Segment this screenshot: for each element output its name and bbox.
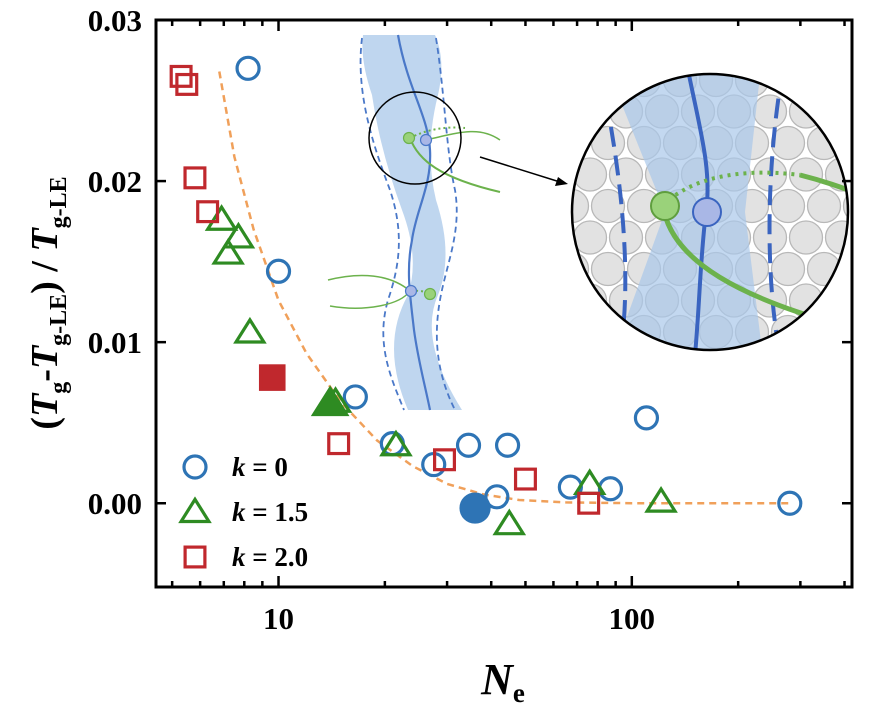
- legend-label: k = 1.5: [232, 497, 308, 527]
- magnified-blue-bead: [692, 197, 722, 227]
- legend: k = 0 k = 1.5 k = 2.0: [178, 452, 308, 572]
- marker-triangle-8: [644, 485, 678, 513]
- green-bead-lower: [423, 287, 437, 301]
- bead: [842, 188, 848, 224]
- legend-marker-triangle: [178, 496, 212, 524]
- side-chain-lower-dotted: [410, 289, 431, 295]
- tube-boundary-right: [435, 37, 458, 411]
- blue-bead-lower: [404, 284, 418, 298]
- green-bead-upper: [402, 131, 416, 145]
- marker-circle-2: [342, 384, 368, 410]
- y-tick-label: 0.00: [88, 486, 142, 521]
- legend-label: k = 2.0: [232, 542, 308, 572]
- bead: [752, 94, 788, 129]
- magnified-border: [570, 72, 850, 352]
- fit-curve: [218, 71, 790, 505]
- magnified-side-chain-2: [799, 172, 848, 198]
- zoom-arrow-head: [555, 177, 568, 186]
- bead: [862, 158, 891, 191]
- magnified-side-chain-dotted: [661, 170, 801, 207]
- bead: [788, 220, 824, 255]
- bead: [862, 221, 891, 254]
- marker-square-1: [175, 72, 199, 96]
- marker-square-2: [183, 166, 207, 190]
- marker-circle-1: [265, 258, 292, 284]
- magnified-green-bead: [650, 191, 680, 221]
- marker-triangle-5: [379, 429, 413, 457]
- bead: [590, 188, 626, 224]
- bead: [862, 284, 891, 317]
- marker-square-3: [196, 200, 220, 224]
- y-tick-label: 0.01: [88, 325, 142, 360]
- y-axis-title: (Tg-Tg-LE) / Tg-LE: [24, 176, 72, 429]
- primitive-chain-path: [396, 34, 432, 411]
- marker-square-7: [577, 491, 601, 515]
- marker-circle-5: [455, 432, 482, 458]
- zoom-circle: [368, 91, 462, 185]
- y-axis: 0.00 0.01 0.02 0.03: [88, 3, 852, 521]
- marker-square-6: [513, 467, 537, 491]
- marker-triangle-filled-0: [310, 385, 350, 417]
- side-chain-upper-2: [425, 130, 501, 141]
- bead: [572, 220, 608, 255]
- marker-circle-11: [777, 490, 803, 516]
- side-chain-upper: [409, 137, 501, 193]
- marker-triangle-2: [221, 221, 256, 249]
- legend-marker-square: [183, 545, 207, 569]
- marker-square-filled-0: [258, 364, 286, 391]
- marker-triangle-0: [204, 204, 239, 231]
- marker-square-0: [169, 64, 193, 88]
- blue-bead-upper: [419, 133, 433, 147]
- x-axis-title: Ne: [480, 655, 525, 708]
- y-tick-label: 0.03: [88, 3, 142, 38]
- marker-circle-10: [633, 405, 660, 431]
- marker-circle-6: [484, 484, 510, 510]
- bead: [862, 95, 891, 128]
- marker-circle-filled-0: [459, 492, 491, 524]
- x-tick-label: 100: [609, 601, 656, 636]
- marker-square-5: [433, 448, 457, 472]
- data-markers: [169, 55, 803, 536]
- marker-square-4: [327, 432, 351, 456]
- x-axis: 10 100: [170, 20, 846, 636]
- marker-circle-0: [235, 55, 261, 81]
- tube-boundary-left: [359, 37, 405, 411]
- bead: [770, 251, 806, 287]
- magnified-tube-right: [767, 74, 785, 350]
- y-tick-label: 0.02: [88, 164, 142, 199]
- marker-triangle-3: [233, 316, 267, 344]
- tube-shade: [362, 35, 462, 410]
- chain-tube-inset: [327, 34, 568, 411]
- legend-label: k = 0: [232, 452, 288, 482]
- bead: [590, 251, 626, 287]
- legend-marker-circle: [182, 454, 208, 480]
- marker-triangle-6: [492, 508, 527, 536]
- marker-triangle-1: [211, 237, 245, 265]
- zoom-arrow-line: [479, 156, 561, 183]
- marker-circle-7: [494, 432, 521, 458]
- bead: [572, 188, 590, 224]
- x-tick-label: 10: [263, 601, 294, 636]
- bead: [806, 188, 842, 224]
- bead: [770, 188, 806, 224]
